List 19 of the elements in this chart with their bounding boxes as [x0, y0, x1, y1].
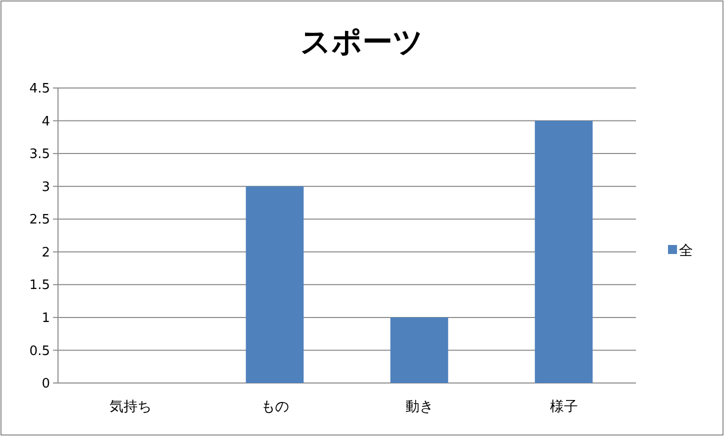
y-tick-label: 1.5 [29, 278, 50, 294]
bar [390, 317, 448, 383]
y-tick-label: 1 [42, 310, 50, 326]
x-tick-label: 様子 [550, 399, 578, 415]
x-tick-label: 動き [405, 399, 434, 415]
y-tick-label: 0 [42, 376, 50, 392]
y-tick-label: 3.5 [29, 147, 50, 162]
y-tick-label: 3 [42, 180, 50, 195]
y-tick-label: 2.5 [29, 212, 50, 228]
y-tick-label: 4 [42, 114, 50, 130]
chart-title: スポーツ [300, 25, 424, 60]
x-tick-label: もの [260, 399, 289, 415]
x-tick-label: 気持ち [109, 399, 152, 415]
legend-label: 全 [679, 242, 693, 259]
y-tick-label: 2 [42, 245, 50, 260]
bar [246, 186, 304, 383]
y-tick-label: 0.5 [29, 344, 50, 359]
y-tick-label: 4.5 [29, 82, 50, 97]
bar [534, 120, 593, 383]
